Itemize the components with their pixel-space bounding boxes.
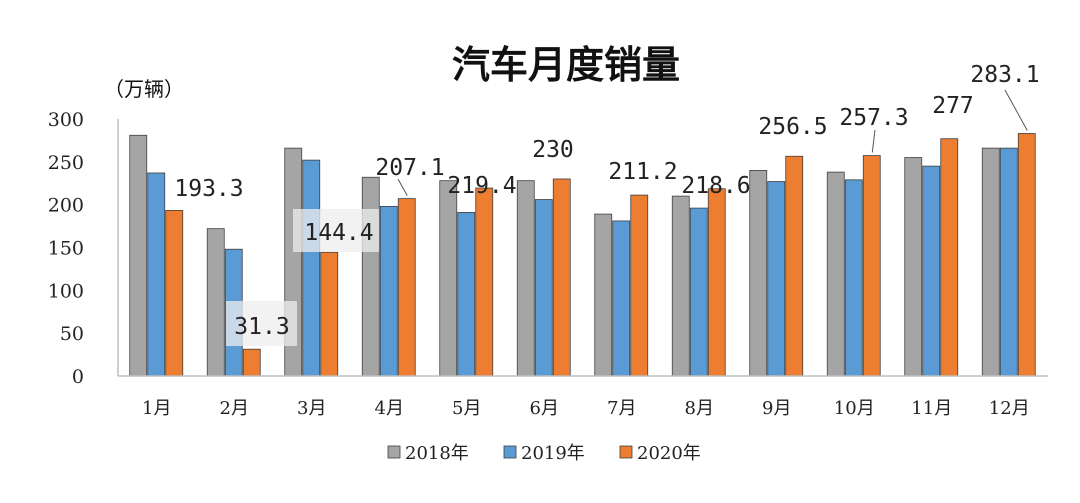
y-tick-label: 300 (48, 109, 84, 131)
bar-2020年-7月 (630, 194, 649, 377)
x-tick-label: 3月 (297, 398, 326, 419)
x-tick-label: 6月 (530, 398, 559, 419)
bar-2020年-6月 (552, 178, 571, 377)
bar-2019年-6月 (534, 199, 553, 377)
y-tick-label: 150 (48, 238, 84, 260)
bar-2019年-8月 (689, 207, 708, 377)
x-tick-label: 7月 (607, 398, 636, 419)
bar-2019年-5月 (457, 211, 476, 377)
leader-line (1004, 89, 1028, 131)
bar-2018年-7月 (594, 213, 613, 377)
x-tick-label: 11月 (911, 398, 952, 419)
data-label: 256.5 (758, 114, 827, 140)
bar-2018年-10月 (826, 171, 845, 377)
bar-2020年-12月 (1017, 133, 1036, 377)
x-tick-label: 2月 (220, 398, 249, 419)
y-tick-label: 50 (60, 323, 84, 345)
data-label: 211.2 (608, 159, 677, 185)
bar-2020年-1月 (165, 210, 184, 377)
bar-2020年-8月 (707, 188, 726, 377)
bar-2020年-9月 (785, 155, 804, 377)
data-label: 283.1 (970, 62, 1039, 88)
legend-label: 2018年 (405, 443, 469, 464)
bar-2019年-10月 (844, 179, 863, 377)
legend-swatch (387, 445, 401, 459)
bar-2020年-11月 (940, 138, 959, 377)
data-label: 144.4 (304, 220, 373, 246)
bar-2018年-8月 (671, 195, 690, 377)
y-axis-unit: （万辆） (104, 77, 184, 101)
data-label: 277 (932, 93, 974, 119)
data-label: 207.1 (375, 155, 444, 181)
legend-label: 2019年 (521, 443, 585, 464)
leader-line (397, 178, 408, 196)
data-label: 193.3 (174, 176, 243, 202)
leader-line (871, 129, 876, 153)
bar-2020年-5月 (475, 187, 494, 377)
data-label: 230 (532, 137, 574, 163)
x-axis-ticks: 1月 2月 3月 4月 5月 6月 7月 8月 9月 10月 11月 12月 (142, 398, 1030, 419)
bar-2018年-5月 (439, 180, 458, 377)
bar-2019年-7月 (612, 220, 631, 377)
x-tick-label: 5月 (452, 398, 481, 419)
y-tick-label: 100 (48, 280, 84, 302)
bar-2020年-2月 (242, 348, 261, 377)
data-label-background (226, 301, 297, 346)
bar-2019年-1月 (147, 172, 166, 377)
y-tick-label: 200 (48, 195, 84, 217)
bar-2018年-11月 (904, 157, 923, 377)
legend-label: 2020年 (637, 443, 701, 464)
bar-2019年-9月 (767, 181, 786, 377)
bar-2019年-11月 (922, 165, 941, 377)
bar-2018年-4月 (361, 176, 380, 377)
bar-2019年-3月 (302, 159, 321, 377)
bar-2018年-1月 (129, 134, 148, 377)
bar-2019年-4月 (379, 205, 398, 377)
data-label: 257.3 (839, 105, 908, 131)
chart-title: 汽车月度销量 (452, 43, 680, 87)
y-tick-label: 0 (72, 366, 84, 388)
legend-swatch (503, 445, 517, 459)
bar-2018年-9月 (749, 169, 768, 377)
legend-swatch (619, 445, 633, 459)
data-label-background (293, 209, 379, 252)
x-tick-label: 1月 (142, 398, 171, 419)
x-tick-label: 9月 (762, 398, 791, 419)
data-label: 218.6 (681, 173, 750, 199)
bar-2020年-4月 (397, 198, 416, 377)
bar-2019年-12月 (999, 147, 1018, 377)
data-label: 31.3 (234, 314, 289, 340)
bar-2018年-6月 (516, 180, 535, 377)
x-tick-label: 12月 (989, 398, 1030, 419)
bar-2018年-12月 (981, 147, 1000, 377)
bar-2020年-10月 (862, 155, 881, 377)
bar-2018年-2月 (206, 228, 225, 377)
legend: 2018年 2019年 2020年 (387, 443, 701, 464)
y-tick-label: 250 (48, 152, 84, 174)
x-tick-label: 4月 (375, 398, 404, 419)
data-label: 219.4 (447, 173, 516, 199)
x-tick-label: 8月 (685, 398, 714, 419)
y-axis-ticks: 0 50 100 150 200 250 300 (48, 109, 84, 388)
bar-2020年-3月 (320, 251, 339, 377)
x-tick-label: 10月 (834, 398, 875, 419)
